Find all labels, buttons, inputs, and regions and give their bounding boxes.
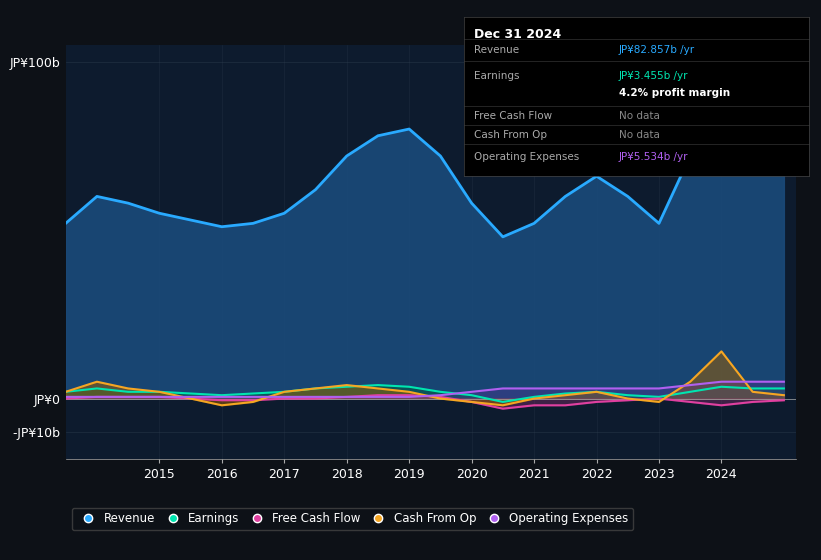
Text: JP¥5.534b /yr: JP¥5.534b /yr xyxy=(619,152,689,162)
Legend: Revenue, Earnings, Free Cash Flow, Cash From Op, Operating Expenses: Revenue, Earnings, Free Cash Flow, Cash … xyxy=(71,507,633,530)
Text: No data: No data xyxy=(619,130,660,140)
Text: Operating Expenses: Operating Expenses xyxy=(475,152,580,162)
Text: No data: No data xyxy=(619,111,660,121)
Text: Earnings: Earnings xyxy=(475,71,520,81)
Text: Free Cash Flow: Free Cash Flow xyxy=(475,111,553,121)
Text: 4.2% profit margin: 4.2% profit margin xyxy=(619,88,730,99)
Text: Dec 31 2024: Dec 31 2024 xyxy=(475,28,562,41)
Text: Cash From Op: Cash From Op xyxy=(475,130,548,140)
Text: JP¥82.857b /yr: JP¥82.857b /yr xyxy=(619,45,695,55)
Text: Revenue: Revenue xyxy=(475,45,520,55)
Text: JP¥3.455b /yr: JP¥3.455b /yr xyxy=(619,71,689,81)
